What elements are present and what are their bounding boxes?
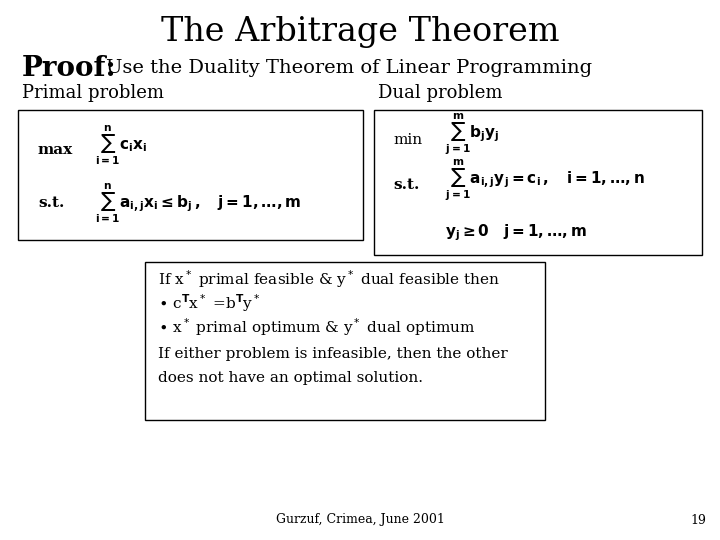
Bar (18, 110, 363, 240)
Text: 19: 19 (690, 514, 706, 526)
Text: Dual problem: Dual problem (378, 84, 503, 102)
Text: $\mathbf{\sum_{i=1}^{n} c_i x_i}$: $\mathbf{\sum_{i=1}^{n} c_i x_i}$ (95, 123, 148, 167)
Text: s.t.: s.t. (393, 178, 419, 192)
Text: Use the Duality Theorem of Linear Programming: Use the Duality Theorem of Linear Progra… (106, 59, 592, 77)
Text: $\mathbf{\sum_{j=1}^{m} a_{i,j} y_j = c_i\,,\quad i=1,\ldots,n}$: $\mathbf{\sum_{j=1}^{m} a_{i,j} y_j = c_… (445, 157, 645, 202)
Text: Primal problem: Primal problem (22, 84, 164, 102)
Text: $\mathbf{y_j \geq 0 \quad j=1,\ldots,m}$: $\mathbf{y_j \geq 0 \quad j=1,\ldots,m}$ (445, 222, 588, 244)
Bar (145, 262, 545, 420)
Text: If x$^*$ primal feasible & y$^*$ dual feasible then: If x$^*$ primal feasible & y$^*$ dual fe… (158, 268, 500, 290)
Text: min: min (393, 133, 422, 147)
Text: Gurzuf, Crimea, June 2001: Gurzuf, Crimea, June 2001 (276, 514, 444, 526)
Text: $\mathbf{\sum_{i=1}^{n} a_{i,j} x_i \leq b_j\,,\quad j=1,\ldots,m}$: $\mathbf{\sum_{i=1}^{n} a_{i,j} x_i \leq… (95, 181, 302, 225)
Bar (374, 110, 702, 255)
Text: The Arbitrage Theorem: The Arbitrage Theorem (161, 16, 559, 48)
Text: does not have an optimal solution.: does not have an optimal solution. (158, 371, 423, 385)
Text: If either problem is infeasible, then the other: If either problem is infeasible, then th… (158, 347, 508, 361)
Text: s.t.: s.t. (38, 196, 64, 210)
Text: max: max (38, 143, 73, 157)
Text: $\bullet$ x$^*$ primal optimum & y$^*$ dual optimum: $\bullet$ x$^*$ primal optimum & y$^*$ d… (158, 316, 475, 338)
Text: Proof:: Proof: (22, 55, 117, 82)
Text: $\bullet$ c$^\mathbf{T}$x$^*$ =b$^\mathbf{T}$y$^*$: $\bullet$ c$^\mathbf{T}$x$^*$ =b$^\mathb… (158, 292, 261, 314)
Text: $\mathbf{\sum_{j=1}^{m} b_j y_j}$: $\mathbf{\sum_{j=1}^{m} b_j y_j}$ (445, 111, 500, 157)
